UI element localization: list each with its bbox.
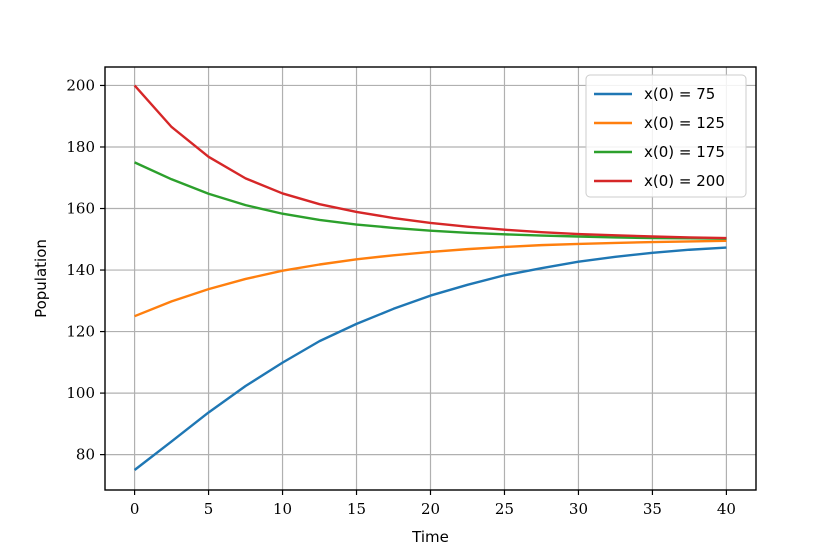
x-axis: 0 5 10 15 20 25 30 35 40 bbox=[130, 490, 736, 518]
y-tick-label: 200 bbox=[66, 76, 95, 94]
x-tick-label: 25 bbox=[495, 500, 514, 518]
series-line-3 bbox=[133, 84, 727, 240]
legend-label-3: x(0) = 200 bbox=[644, 172, 725, 190]
legend-label-0: x(0) = 75 bbox=[644, 85, 715, 103]
y-tick-label: 140 bbox=[66, 261, 95, 279]
legend-label-1: x(0) = 125 bbox=[644, 114, 725, 132]
x-tick-label: 40 bbox=[717, 500, 736, 518]
series-lines bbox=[133, 84, 727, 471]
x-tick-label: 10 bbox=[273, 500, 292, 518]
series-line-0 bbox=[133, 246, 727, 471]
y-tick-label: 160 bbox=[66, 200, 95, 218]
y-tick-label: 180 bbox=[66, 138, 95, 156]
x-tick-label: 0 bbox=[130, 500, 140, 518]
legend-label-2: x(0) = 175 bbox=[644, 143, 725, 161]
legend-box bbox=[585, 74, 747, 198]
series-line-1 bbox=[134, 239, 727, 318]
y-tick-label: 80 bbox=[76, 446, 95, 464]
y-axis-label: Population bbox=[32, 239, 50, 318]
legend: x(0) = 75 x(0) = 125 x(0) = 175 x(0) = 200 bbox=[585, 74, 747, 198]
grid bbox=[105, 67, 756, 490]
series-line-2 bbox=[134, 161, 727, 240]
x-tick-label: 5 bbox=[204, 500, 214, 518]
x-tick-label: 30 bbox=[569, 500, 588, 518]
y-tick-label: 100 bbox=[66, 384, 95, 402]
x-axis-label: Time bbox=[411, 528, 449, 546]
x-tick-label: 15 bbox=[347, 500, 366, 518]
y-tick-label: 120 bbox=[66, 323, 95, 341]
y-axis: 80 100 120 140 160 180 200 bbox=[66, 76, 105, 464]
x-tick-label: 35 bbox=[643, 500, 662, 518]
x-tick-label: 20 bbox=[421, 500, 440, 518]
